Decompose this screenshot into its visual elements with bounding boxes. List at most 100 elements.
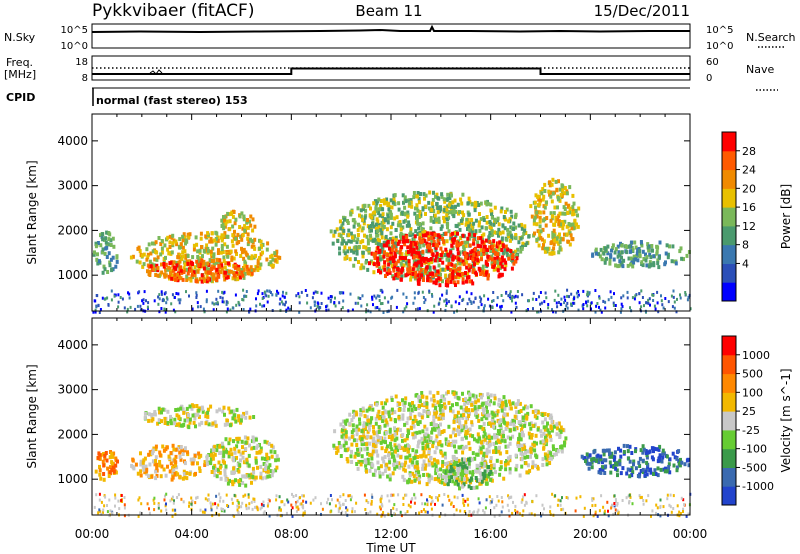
power-echo-cell	[188, 232, 192, 237]
velocity-echo-cell	[394, 394, 398, 399]
power-echo-cell	[665, 243, 669, 248]
power-echo-cell	[235, 252, 238, 256]
power-echo-cell	[461, 210, 464, 215]
velocity-echo-cell	[215, 409, 219, 414]
power-echo-cell	[111, 255, 115, 260]
velocity-echo-cell	[203, 460, 207, 465]
power-echo-cell	[252, 268, 256, 273]
power-echo-cell	[551, 177, 555, 182]
power-echo-cell	[685, 253, 689, 258]
power-echo-cell	[480, 252, 484, 257]
power-echo-cell	[385, 197, 389, 202]
velocity-echo-cell	[152, 446, 156, 451]
velocity-echo-cell	[106, 466, 110, 471]
power-echo-cell	[108, 263, 112, 268]
power-noise-cell	[536, 310, 539, 314]
power-noise-cell	[119, 296, 122, 299]
power-noise-cell	[309, 306, 312, 310]
power-echo-cell	[535, 237, 539, 242]
power-echo-cell	[472, 238, 476, 243]
velocity-echo-cell	[354, 451, 358, 456]
velocity-echo-cell	[389, 445, 393, 449]
velocity-noise-cell	[448, 498, 451, 502]
power-echo-cell	[383, 217, 387, 222]
velocity-noise-cell	[345, 506, 348, 510]
power-echo-cell	[657, 255, 661, 260]
velocity-echo-cell	[335, 450, 339, 455]
power-echo-cell	[492, 222, 496, 227]
power-echo-cell	[496, 216, 500, 221]
power-echo-cell	[477, 251, 481, 256]
power-echo-cell	[379, 204, 383, 208]
velocity-echo-cell	[393, 438, 397, 443]
power-echo-cell	[636, 258, 640, 263]
velocity-echo-cell	[434, 468, 438, 473]
power-echo-cell	[436, 206, 440, 210]
power-echo-cell	[402, 219, 406, 224]
velocity-noise-cell	[114, 493, 117, 497]
power-echo-cell	[366, 238, 370, 243]
power-echo-cell	[568, 185, 572, 190]
power-echo-cell	[173, 272, 177, 277]
power-echo-cell	[555, 239, 559, 244]
velocity-noise-cell	[342, 493, 345, 497]
velocity-noise-cell	[222, 499, 225, 503]
velocity-echo-cell	[238, 463, 242, 468]
velocity-echo-cell	[143, 411, 147, 416]
power-echo-cell	[190, 268, 194, 273]
velocity-echo-cell	[495, 435, 499, 439]
power-noise-cell	[327, 296, 330, 300]
power-echo-cell	[379, 199, 383, 203]
power-noise-cell	[554, 289, 557, 293]
velocity-echo-cell	[230, 452, 234, 457]
velocity-echo-cell	[464, 480, 468, 484]
velocity-noise-cell	[216, 506, 219, 510]
power-echo-cell	[339, 233, 343, 238]
power-echo-cell	[545, 216, 549, 220]
power-echo-cell	[631, 264, 635, 269]
power-echo-cell	[129, 255, 133, 260]
power-echo-cell	[236, 272, 240, 276]
velocity-echo-cell	[209, 461, 213, 466]
power-noise-cell	[491, 306, 494, 309]
power-noise-cell	[641, 296, 644, 299]
power-echo-cell	[179, 268, 183, 273]
power-echo-cell	[166, 247, 170, 252]
power-echo-cell	[170, 250, 174, 255]
power-noise-cell	[477, 305, 480, 309]
power-echo-cell	[435, 192, 439, 197]
power-echo-cell	[156, 255, 160, 260]
velocity-echo-cell	[533, 448, 537, 453]
velocity-echo-cell	[243, 435, 247, 440]
power-echo-cell	[378, 257, 382, 262]
power-echo-cell	[101, 270, 105, 275]
velocity-echo-cell	[198, 406, 202, 411]
power-echo-cell	[434, 248, 438, 253]
velocity-noise-cell	[230, 497, 233, 501]
velocity-noise-cell	[512, 500, 514, 504]
power-colorbar-band	[722, 188, 736, 208]
velocity-noise-cell	[559, 503, 562, 507]
power-echo-cell	[451, 254, 455, 259]
velocity-noise-cell	[411, 497, 414, 501]
power-echo-cell	[515, 254, 518, 258]
power-echo-cell	[543, 189, 547, 193]
velocity-noise-cell	[226, 504, 229, 507]
power-noise-cell	[256, 292, 259, 296]
power-echo-cell	[107, 237, 111, 242]
power-echo-cell	[256, 268, 260, 272]
velocity-echo-cell	[365, 408, 369, 413]
power-noise-cell	[216, 301, 219, 305]
power-noise-cell	[255, 297, 257, 301]
power-noise-cell	[279, 297, 282, 301]
velocity-echo-cell	[146, 474, 150, 479]
power-echo-cell	[212, 238, 216, 243]
velocity-noise-cell	[165, 508, 168, 512]
power-echo-cell	[398, 220, 402, 224]
power-echo-cell	[465, 275, 469, 280]
power-echo-cell	[416, 232, 420, 236]
power-echo-cell	[467, 212, 471, 217]
power-echo-cell	[616, 244, 620, 249]
power-echo-cell	[382, 201, 386, 206]
power-echo-cell	[419, 250, 423, 255]
